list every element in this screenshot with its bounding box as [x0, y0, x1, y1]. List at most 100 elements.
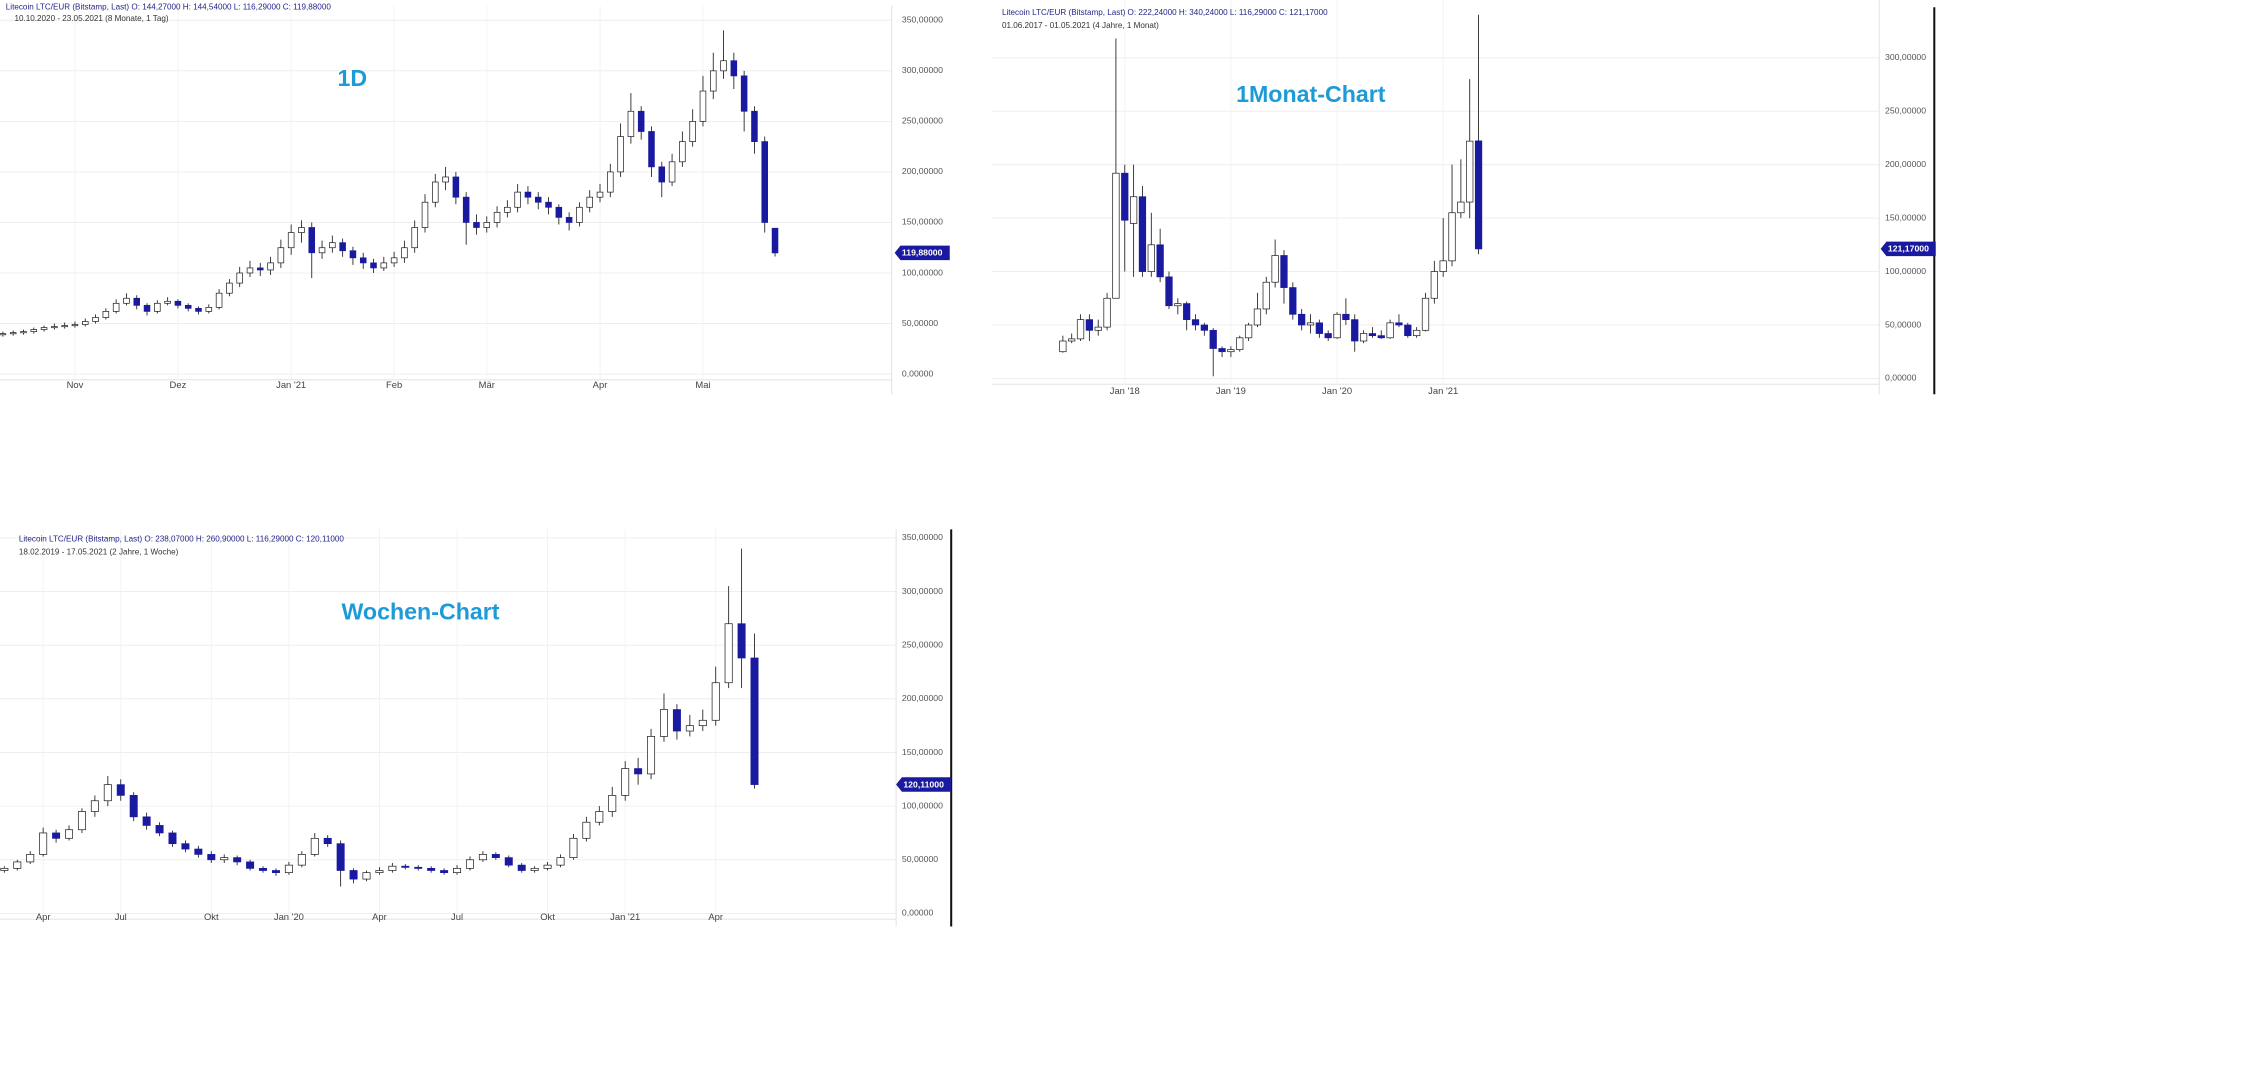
candle-body — [1333, 313, 1341, 339]
candle-body — [103, 784, 112, 802]
candle-body — [1156, 244, 1164, 278]
candle-body — [648, 131, 655, 168]
candle-body — [586, 196, 593, 208]
candle-body — [453, 867, 462, 874]
candle-body — [1103, 297, 1111, 328]
y-tick-label: 200,00000 — [1885, 159, 1926, 169]
candle-body — [679, 141, 686, 163]
candle-body — [689, 121, 696, 142]
x-tick-label: Jan '21 — [1428, 385, 1458, 396]
candle-body — [414, 866, 423, 869]
chart-title: Wochen-Chart — [341, 598, 499, 624]
candle-body — [359, 257, 367, 264]
candle-body — [1085, 319, 1094, 331]
candle-body — [478, 854, 487, 861]
y-tick-label: 0,00000 — [902, 368, 934, 378]
candle-body — [569, 837, 578, 858]
candle-body — [401, 247, 408, 259]
x-tick-label: Okt — [204, 911, 219, 922]
candle-body — [71, 324, 79, 327]
candle-body — [168, 832, 177, 845]
candle-body — [308, 227, 316, 254]
y-tick-label: 50,00000 — [902, 854, 938, 864]
y-tick-label: 350,00000 — [902, 15, 943, 25]
price-tag — [896, 777, 952, 792]
candle-body — [349, 870, 358, 880]
candle-body — [1121, 172, 1129, 221]
candle-body — [607, 171, 614, 193]
candle-body — [1209, 329, 1217, 349]
candle-body — [1474, 140, 1483, 250]
candle-body — [530, 867, 539, 871]
candle-body — [215, 292, 223, 308]
candle-body — [1324, 333, 1332, 339]
candle-body — [1112, 172, 1120, 299]
chart-title: 1D — [338, 65, 368, 91]
candle-body — [380, 262, 388, 269]
period-label: 01.06.2017 - 01.05.2021 (4 Jahre, 1 Mona… — [1002, 21, 1159, 30]
candle-body — [621, 768, 630, 796]
x-tick-label: Jul — [115, 911, 127, 922]
candle-body — [297, 854, 306, 866]
x-tick-label: Apr — [708, 911, 723, 922]
candle-body — [473, 222, 480, 228]
x-tick-label: Apr — [36, 911, 51, 922]
candle-body — [92, 317, 99, 322]
candle-body — [1404, 324, 1412, 337]
candle-body — [26, 854, 35, 863]
x-tick-label: Feb — [386, 379, 402, 390]
candle-body — [1236, 337, 1244, 350]
candle-body — [1351, 319, 1359, 342]
candle-body — [658, 166, 666, 183]
candle-body — [65, 829, 74, 839]
candle-body — [81, 321, 89, 325]
candle-body — [1386, 322, 1394, 339]
candle-body — [1359, 333, 1368, 342]
candle-body — [52, 832, 61, 839]
candle-body — [1421, 297, 1430, 331]
candle-body — [1430, 271, 1438, 299]
candle-body — [1183, 303, 1191, 320]
candle-body — [556, 857, 565, 866]
candle-body — [195, 308, 202, 312]
candle-body — [1448, 212, 1456, 262]
candle-body — [1138, 196, 1147, 272]
candle-body — [411, 227, 418, 249]
candle-body — [637, 110, 645, 132]
x-tick-label: Mär — [479, 379, 495, 390]
candle-body — [401, 865, 410, 868]
y-tick-label: 200,00000 — [902, 166, 943, 176]
candle-body — [1094, 326, 1102, 331]
candle-body — [452, 176, 460, 198]
candle-body — [711, 682, 720, 721]
candle-body — [181, 843, 190, 850]
chart-title: 1Monat-Chart — [1236, 81, 1386, 107]
candle-body — [257, 267, 264, 271]
x-tick-label: Apr — [372, 911, 387, 922]
y-tick-label: 250,00000 — [902, 639, 943, 649]
candle-body — [771, 227, 779, 254]
candle-body — [1253, 308, 1262, 326]
candle-body — [504, 206, 511, 213]
x-tick-label: Jan '20 — [1322, 385, 1352, 396]
candle-body — [194, 848, 203, 855]
x-tick-label: Nov — [67, 379, 84, 390]
y-tick-label: 150,00000 — [902, 217, 943, 227]
x-tick-label: Okt — [540, 911, 555, 922]
candle-body — [761, 141, 768, 223]
candle-body — [699, 90, 707, 122]
candle-body — [545, 201, 552, 208]
candle-body — [720, 60, 727, 72]
candle-body — [0, 867, 9, 871]
y-tick-label: 0,00000 — [902, 908, 934, 918]
candle-body — [555, 206, 563, 218]
candle-body — [40, 327, 48, 330]
candle-body — [596, 191, 604, 198]
instrument-header: Litecoin LTC/EUR (Bitstamp, Last) O: 222… — [1002, 8, 1328, 17]
y-tick-label: 250,00000 — [1885, 106, 1926, 116]
candle-body — [1227, 349, 1235, 353]
instrument-header: Litecoin LTC/EUR (Bitstamp, Last) O: 238… — [19, 534, 345, 543]
y-tick-label: 150,00000 — [1885, 212, 1926, 222]
candle-body — [90, 800, 99, 812]
